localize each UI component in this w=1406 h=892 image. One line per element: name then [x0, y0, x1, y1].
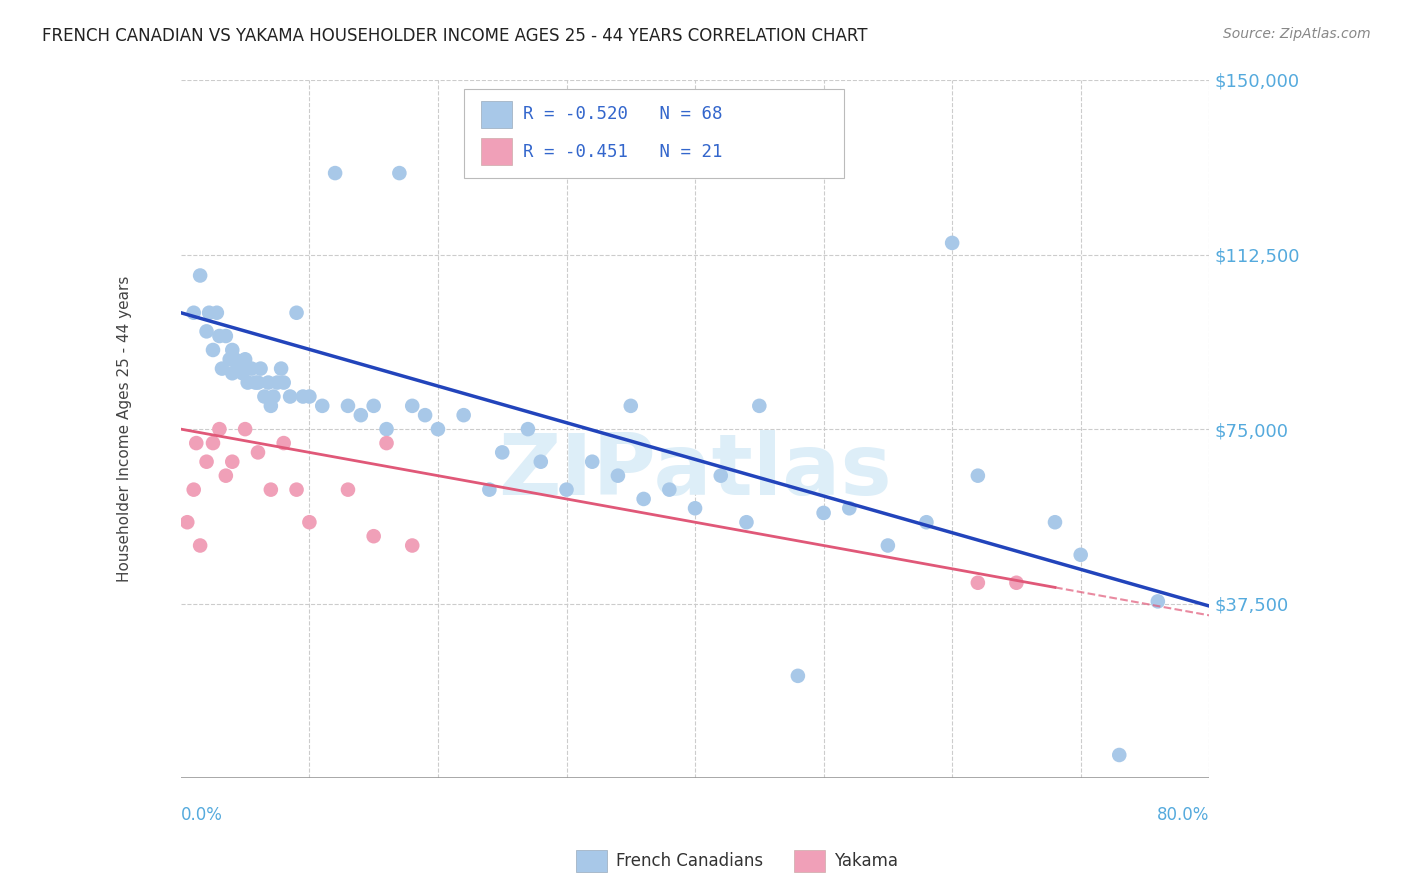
- Point: [246, 445, 269, 459]
- Point: [262, 390, 284, 404]
- Point: [491, 445, 513, 459]
- Point: [336, 399, 359, 413]
- Point: [323, 166, 346, 180]
- Point: [748, 399, 770, 413]
- Point: [266, 376, 288, 390]
- Point: [208, 329, 231, 343]
- Point: [350, 408, 373, 422]
- Point: [273, 376, 295, 390]
- Text: R = -0.520   N = 68: R = -0.520 N = 68: [523, 105, 723, 123]
- Point: [221, 343, 243, 357]
- Text: Householder Income Ages 25 - 44 years: Householder Income Ages 25 - 44 years: [117, 276, 132, 582]
- Point: [606, 468, 628, 483]
- Point: [285, 306, 308, 320]
- Point: [246, 376, 269, 390]
- Point: [388, 166, 411, 180]
- Point: [253, 390, 276, 404]
- Point: [555, 483, 578, 497]
- Point: [221, 455, 243, 469]
- Point: [1146, 594, 1168, 608]
- Point: [735, 515, 758, 529]
- Point: [413, 408, 436, 422]
- Point: [211, 361, 233, 376]
- Point: [233, 352, 256, 367]
- Point: [941, 235, 963, 250]
- Point: [530, 455, 553, 469]
- Point: [683, 501, 706, 516]
- Point: [208, 422, 231, 436]
- Text: ZIPatlas: ZIPatlas: [498, 430, 891, 513]
- Point: [1005, 575, 1028, 590]
- Point: [311, 399, 333, 413]
- Point: [205, 306, 228, 320]
- Point: [453, 408, 475, 422]
- Point: [215, 329, 238, 343]
- Point: [285, 483, 308, 497]
- Point: [966, 575, 988, 590]
- Point: [188, 539, 211, 553]
- Point: [291, 390, 314, 404]
- Point: [915, 515, 938, 529]
- Point: [876, 539, 898, 553]
- Point: [224, 352, 246, 367]
- Point: [966, 468, 988, 483]
- Point: [786, 669, 808, 683]
- Point: [363, 529, 385, 543]
- Point: [245, 376, 267, 390]
- Point: [201, 343, 224, 357]
- Point: [240, 361, 263, 376]
- Point: [278, 390, 301, 404]
- Text: R = -0.451   N = 21: R = -0.451 N = 21: [523, 143, 723, 161]
- Point: [633, 491, 655, 506]
- Text: FRENCH CANADIAN VS YAKAMA HOUSEHOLDER INCOME AGES 25 - 44 YEARS CORRELATION CHAR: FRENCH CANADIAN VS YAKAMA HOUSEHOLDER IN…: [42, 27, 868, 45]
- Point: [218, 352, 240, 367]
- Point: [273, 436, 295, 450]
- Text: French Canadians: French Canadians: [616, 852, 763, 870]
- Point: [257, 376, 280, 390]
- Point: [658, 483, 681, 497]
- Point: [233, 422, 256, 436]
- Text: 0.0%: 0.0%: [181, 806, 222, 824]
- Point: [401, 399, 423, 413]
- Point: [249, 361, 271, 376]
- Point: [232, 366, 254, 380]
- Point: [516, 422, 538, 436]
- Point: [176, 515, 198, 529]
- Point: [336, 483, 359, 497]
- Point: [221, 366, 243, 380]
- Point: [710, 468, 733, 483]
- Point: [188, 268, 211, 283]
- Point: [195, 455, 218, 469]
- Point: [363, 399, 385, 413]
- Text: 80.0%: 80.0%: [1157, 806, 1209, 824]
- Point: [183, 483, 205, 497]
- Point: [215, 468, 238, 483]
- Point: [228, 361, 250, 376]
- Point: [195, 324, 218, 338]
- Point: [1108, 747, 1130, 762]
- Point: [1043, 515, 1066, 529]
- Point: [375, 436, 398, 450]
- Point: [401, 539, 423, 553]
- Point: [201, 436, 224, 450]
- Point: [186, 436, 208, 450]
- Point: [813, 506, 835, 520]
- Text: Yakama: Yakama: [834, 852, 898, 870]
- Point: [260, 399, 283, 413]
- Point: [298, 390, 321, 404]
- Point: [260, 483, 283, 497]
- Point: [620, 399, 643, 413]
- Point: [838, 501, 860, 516]
- Point: [270, 361, 292, 376]
- Point: [375, 422, 398, 436]
- Point: [183, 306, 205, 320]
- Point: [581, 455, 603, 469]
- Point: [1070, 548, 1092, 562]
- Point: [478, 483, 501, 497]
- Point: [236, 376, 259, 390]
- Point: [426, 422, 449, 436]
- Text: Source: ZipAtlas.com: Source: ZipAtlas.com: [1223, 27, 1371, 41]
- Point: [198, 306, 221, 320]
- Point: [298, 515, 321, 529]
